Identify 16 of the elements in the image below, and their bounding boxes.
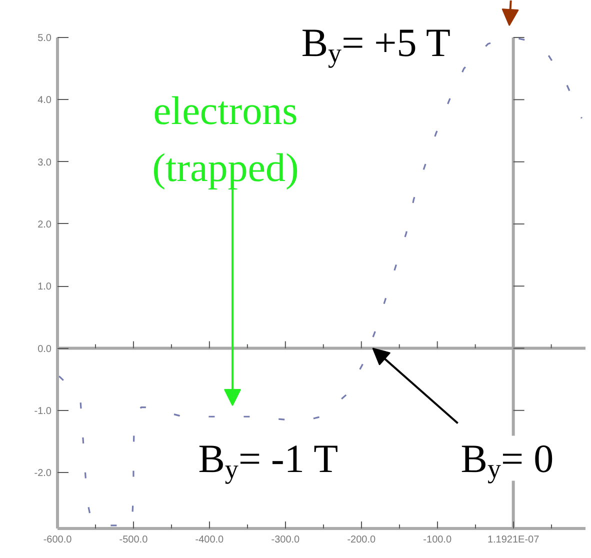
y-tick-label: -1.0 — [34, 406, 52, 417]
y-tick-label: 1.0 — [38, 282, 52, 293]
y-tick-label: 0.0 — [38, 344, 52, 355]
x-tick-label: -600.0 — [43, 534, 72, 546]
y-tick-label: -2.0 — [34, 468, 52, 480]
x-tick-label: -400.0 — [195, 534, 224, 546]
y-tick-label: 4.0 — [38, 95, 52, 106]
y-tick-label: 2.0 — [38, 219, 52, 230]
x-tick-label: -200.0 — [347, 534, 376, 546]
x-tick-label: -300.0 — [271, 534, 300, 546]
x-tick-label: 1.1921E-07 — [487, 534, 540, 546]
y-tick-label: 5.0 — [38, 33, 52, 44]
x-tick-label: -500.0 — [119, 534, 148, 546]
annotation: electrons (trapped) — [152, 88, 299, 190]
y-tick-label: 3.0 — [38, 157, 52, 168]
x-tick-label: -100.0 — [423, 534, 452, 546]
